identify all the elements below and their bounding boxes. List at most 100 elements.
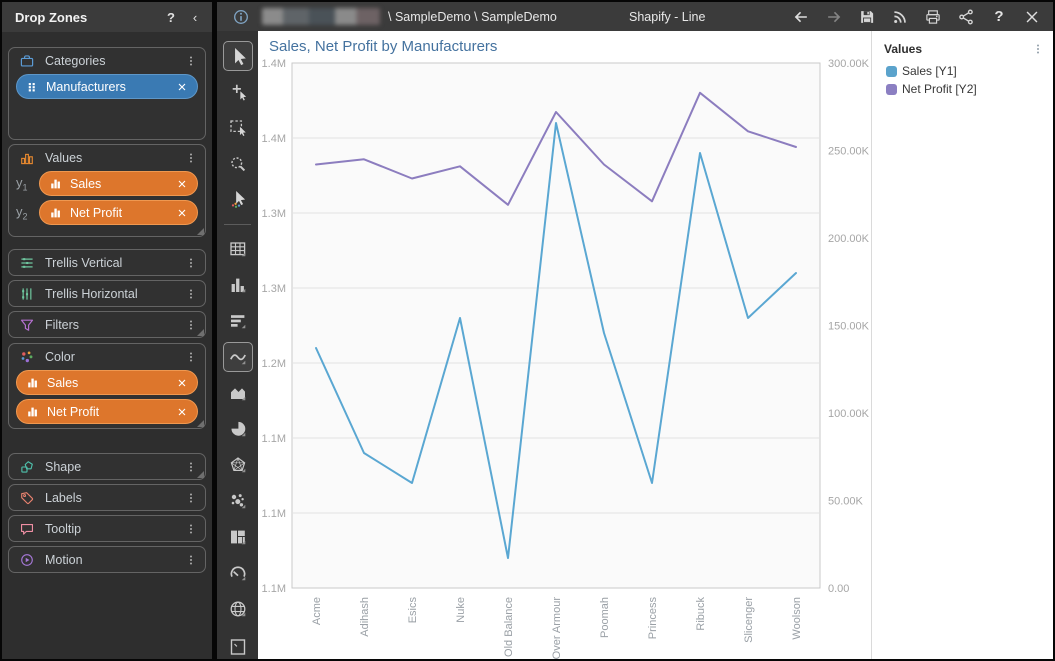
line-chart-type[interactable] — [222, 342, 253, 372]
svg-text:1.1M: 1.1M — [262, 583, 286, 595]
resize-corner[interactable] — [197, 228, 204, 235]
line-chart-canvas[interactable]: 1.4M 1.4M 1.3M 1.3M 1.2M 1.1M 1.1M 1.1M 300.00K 2… — [258, 31, 871, 659]
svg-text:Over Armour: Over Armour — [551, 597, 563, 659]
shape-icon — [19, 459, 35, 475]
svg-text:50.00K: 50.00K — [828, 496, 864, 508]
add-point-tool[interactable] — [223, 77, 253, 107]
drop-zone-trellis-vertical[interactable]: Trellis Vertical — [8, 249, 206, 276]
zone-menu-icon[interactable] — [183, 551, 199, 569]
axis-prefix: y2 — [16, 203, 28, 222]
gauge-chart-type[interactable] — [223, 558, 253, 588]
resize-corner[interactable] — [197, 471, 204, 478]
remove-field-icon[interactable] — [176, 406, 188, 418]
zoom-select-tool[interactable] — [223, 149, 253, 179]
zone-menu-icon[interactable] — [183, 316, 199, 334]
bar-chart-type[interactable] — [223, 270, 253, 300]
svg-text:Poomah: Poomah — [599, 597, 611, 638]
pie-chart-type[interactable] — [223, 414, 253, 444]
field-pill-sales[interactable]: Sales — [39, 171, 198, 196]
legend-label: Net Profit [Y2] — [902, 82, 977, 96]
help-icon[interactable]: ? — [994, 8, 1004, 25]
legend-item-sales[interactable]: Sales [Y1] — [886, 62, 977, 80]
field-pill-manufacturers[interactable]: Manufacturers — [16, 74, 198, 99]
remove-field-icon[interactable] — [176, 207, 188, 219]
close-icon[interactable] — [1019, 5, 1045, 29]
drop-zones-panel: Drop Zones ? ‹ Categories Manufacturers … — [2, 2, 212, 659]
zone-menu-icon[interactable] — [183, 458, 199, 476]
motion-icon — [19, 552, 35, 568]
mini-bars-icon — [49, 177, 62, 190]
back-icon[interactable] — [788, 5, 814, 29]
zone-menu-icon[interactable] — [183, 348, 199, 366]
info-icon[interactable] — [228, 5, 254, 29]
remove-field-icon[interactable] — [176, 377, 188, 389]
pointer-tool[interactable] — [222, 41, 253, 71]
zone-menu-icon[interactable] — [183, 520, 199, 538]
drop-zone-motion[interactable]: Motion — [8, 546, 206, 573]
help-icon[interactable]: ? — [167, 9, 175, 25]
zone-label: Shape — [45, 460, 82, 474]
svg-text:0.00: 0.00 — [828, 583, 849, 595]
axis-prefix: y1 — [16, 174, 28, 193]
map-chart-type[interactable] — [223, 594, 253, 624]
topbar-actions: ? — [788, 2, 1045, 31]
zone-menu-icon[interactable] — [183, 149, 199, 167]
multi-select-tool[interactable] — [223, 185, 253, 215]
field-pill-sales[interactable]: Sales — [16, 370, 198, 395]
svg-text:Princess: Princess — [647, 597, 659, 640]
area-chart-type[interactable] — [223, 378, 253, 408]
share-icon[interactable] — [953, 5, 979, 29]
window-title: Shapify - Line — [629, 9, 706, 24]
marquee-select-tool[interactable] — [223, 113, 253, 143]
remove-field-icon[interactable] — [176, 178, 188, 190]
drop-zone-filters[interactable]: Filters — [8, 311, 206, 338]
legend-panel: Values Sales [Y1] Net Profit [Y2] — [871, 31, 1053, 659]
breadcrumb: \ SampleDemo \ SampleDemo — [388, 9, 557, 24]
zone-menu-icon[interactable] — [183, 52, 199, 70]
treemap-chart-type[interactable] — [223, 522, 253, 552]
scatter-chart-type[interactable] — [223, 486, 253, 516]
drop-zone-trellis-horizontal[interactable]: Trellis Horizontal — [8, 280, 206, 307]
svg-text:1.4M: 1.4M — [262, 58, 286, 70]
drop-zones-header: Drop Zones ? ‹ — [2, 2, 212, 32]
field-pill-net-profit[interactable]: Net Profit — [16, 399, 198, 424]
resize-corner[interactable] — [197, 329, 204, 336]
feed-icon[interactable] — [887, 5, 913, 29]
radar-chart-type[interactable] — [223, 450, 253, 480]
svg-text:Ribuck: Ribuck — [695, 597, 707, 631]
pill-label: Net Profit — [47, 404, 100, 419]
chart-title: Sales, Net Profit by Manufacturers — [269, 38, 498, 55]
zone-label: Labels — [45, 491, 82, 505]
svg-text:Slicenger: Slicenger — [743, 597, 755, 643]
field-pill-net-profit[interactable]: Net Profit — [39, 200, 198, 225]
zone-label: Trellis Horizontal — [45, 287, 138, 301]
collapse-panel-icon[interactable]: ‹ — [192, 9, 198, 25]
print-icon[interactable] — [920, 5, 946, 29]
zone-label: Tooltip — [45, 522, 82, 536]
toolbar-divider — [224, 224, 251, 225]
drop-zone-tooltip[interactable]: Tooltip — [8, 515, 206, 542]
clipped-tool[interactable] — [223, 630, 253, 659]
hbar-chart-type[interactable] — [223, 306, 253, 336]
zone-menu-icon[interactable] — [183, 285, 199, 303]
remove-field-icon[interactable] — [176, 81, 188, 93]
svg-text:1.3M: 1.3M — [262, 283, 286, 295]
drop-zone-labels[interactable]: Labels — [8, 484, 206, 511]
forward-icon[interactable] — [821, 5, 847, 29]
svg-text:100.00K: 100.00K — [828, 408, 870, 420]
drop-zone-values[interactable]: Values y1 Sales y2 Net Profit — [8, 144, 206, 237]
zone-menu-icon[interactable] — [183, 489, 199, 507]
resize-corner[interactable] — [197, 420, 204, 427]
legend-menu-icon[interactable] — [1029, 39, 1047, 59]
chart-panel: Sales, Net Profit by Manufacturers 1.4M 1… — [258, 31, 871, 659]
redacted-text — [262, 8, 380, 25]
drop-zone-shape[interactable]: Shape — [8, 453, 206, 480]
svg-text:Esics: Esics — [407, 597, 419, 624]
drop-zone-color[interactable]: Color Sales Net Profit — [8, 343, 206, 429]
save-icon[interactable] — [854, 5, 880, 29]
legend-item-net[interactable]: Net Profit [Y2] — [886, 80, 977, 98]
zone-menu-icon[interactable] — [183, 254, 199, 272]
svg-text:250.00K: 250.00K — [828, 146, 870, 158]
table-chart-type[interactable] — [223, 234, 253, 264]
drop-zone-categories[interactable]: Categories Manufacturers — [8, 47, 206, 140]
